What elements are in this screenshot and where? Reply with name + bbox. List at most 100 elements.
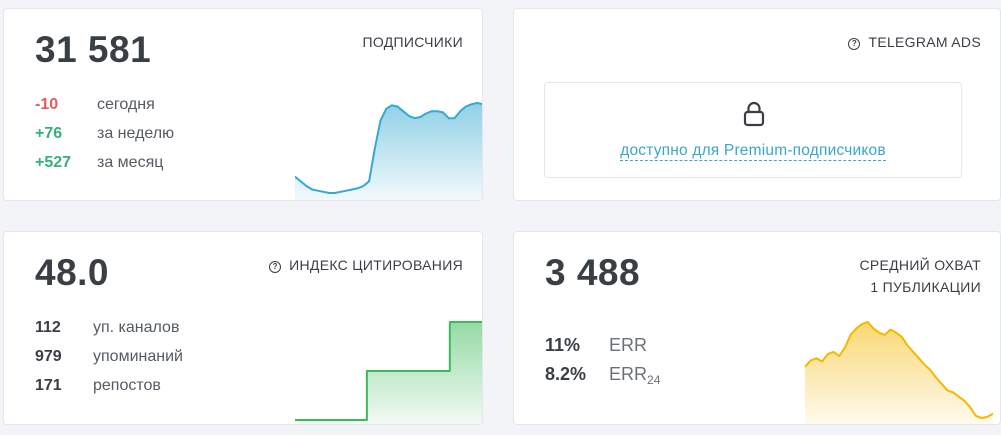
stat-value: 11%	[545, 335, 581, 355]
telegram-ads-card: ? TELEGRAM ADS доступно для Premium-подпи…	[513, 8, 1001, 201]
chart-area	[295, 103, 482, 200]
stat-row-err: 11% ERR	[545, 335, 660, 364]
chart-point	[986, 416, 989, 418]
chart-point	[362, 185, 365, 187]
stat-value: 979	[35, 348, 62, 365]
chart-point	[465, 105, 467, 108]
stat-label: уп. каналов	[93, 319, 180, 336]
stat-row-reposts: 171 репостов	[35, 376, 183, 405]
reach-sparkline	[805, 321, 993, 424]
chart-point	[946, 389, 949, 392]
stat-value: -10	[35, 96, 59, 113]
chart-point	[826, 353, 829, 355]
help-icon[interactable]: ?	[848, 38, 861, 50]
stat-row-month: +527 за месяц	[35, 153, 174, 182]
chart-point	[459, 110, 462, 112]
chart-point	[838, 355, 840, 357]
citation-index-value: 48.0	[35, 252, 110, 293]
chart-point	[295, 175, 296, 178]
chart-point	[940, 383, 943, 385]
average-reach-value: 3 488	[545, 252, 641, 293]
chart-point	[311, 188, 313, 191]
chart-line	[295, 321, 482, 421]
chart-point	[391, 104, 393, 107]
chart-point	[958, 395, 960, 398]
chart-point	[356, 187, 359, 190]
chart-point	[992, 412, 993, 415]
subscribers-title: ПОДПИСЧИКИ	[362, 34, 463, 50]
subscribers-sparkline	[295, 102, 483, 200]
chart-point	[918, 357, 920, 360]
chart-point	[396, 105, 399, 108]
subscribers-stats: -10 сегодня +76 за неделю +527 за месяц	[35, 95, 174, 182]
chart-point	[809, 359, 812, 362]
chart-point	[413, 117, 416, 119]
citation-index-title: ? ИНДЕКС ЦИТИРОВАНИЯ	[269, 254, 463, 276]
chart-point	[895, 331, 897, 334]
chart-point	[912, 351, 915, 353]
chart-point	[385, 108, 387, 110]
citation-index-card[interactable]: 48.0 ? ИНДЕКС ЦИТИРОВАНИЯ 112 уп. каналов …	[3, 231, 483, 425]
average-reach-title-line1: СРЕДНИЙ ОХВАТ	[859, 257, 981, 273]
stat-value: +527	[35, 154, 72, 171]
stat-row-week: +76 за неделю	[35, 124, 174, 153]
stat-label: ERR	[609, 335, 648, 355]
stat-label: за месяц	[97, 154, 164, 171]
chart-point	[963, 400, 966, 402]
chart-point	[980, 417, 983, 419]
stat-label: ERR24	[609, 364, 660, 387]
stat-label: сегодня	[97, 96, 155, 113]
chart-point	[929, 369, 932, 371]
chart-line	[295, 102, 482, 194]
chart-point	[878, 331, 880, 334]
chart-point	[861, 323, 863, 325]
chart-point	[855, 327, 858, 330]
chart-point	[952, 391, 954, 394]
average-reach-card[interactable]: 3 488 СРЕДНИЙ ОХВАТ 1 ПУБЛИКАЦИИ 11% ERR …	[513, 231, 1001, 425]
chart-point	[975, 415, 977, 417]
chart-line	[805, 321, 993, 419]
chart-point	[316, 189, 319, 192]
chart-point	[935, 376, 937, 379]
subscribers-card[interactable]: 31 581 ПОДПИСЧИКИ -10 сегодня +76 за недел…	[3, 8, 483, 201]
chart-point	[482, 103, 483, 105]
chart-point	[334, 192, 336, 194]
chart-point	[379, 119, 382, 122]
chart-point	[402, 110, 405, 112]
reach-stats: 11% ERR 8.2% ERR24	[545, 335, 660, 393]
average-reach-title-line2: 1 ПУБЛИКАЦИИ	[870, 279, 981, 295]
chart-point	[430, 110, 433, 112]
premium-link[interactable]: доступно для Premium-подписчиков	[545, 142, 961, 161]
average-reach-title: СРЕДНИЙ ОХВАТ 1 ПУБЛИКАЦИИ	[859, 254, 981, 298]
citation-index-title-text: ИНДЕКС ЦИТИРОВАНИЯ	[289, 257, 463, 273]
stat-label: за неделю	[97, 125, 175, 142]
stat-value: +76	[35, 125, 63, 142]
chart-point	[849, 334, 852, 336]
chart-point	[368, 180, 370, 183]
chart-point	[453, 117, 456, 119]
stat-value: 8.2%	[545, 364, 587, 384]
citation-sparkline	[295, 321, 482, 424]
help-icon[interactable]: ?	[269, 261, 282, 273]
stat-row-today: -10 сегодня	[35, 95, 174, 124]
stat-label: репостов	[93, 377, 161, 394]
stat-value: 171	[35, 377, 62, 394]
chart-point	[815, 357, 818, 360]
chart-point	[419, 116, 422, 118]
chart-point	[322, 191, 325, 193]
chart-point	[923, 363, 926, 366]
chart-point	[345, 189, 348, 192]
chart-point	[889, 328, 892, 331]
chart-point	[373, 147, 376, 150]
stat-label-text: ERR	[609, 364, 648, 384]
chart-point	[339, 191, 342, 193]
premium-lock-box: доступно для Premium-подписчиков	[544, 82, 962, 178]
chart-point	[408, 115, 410, 117]
citation-stats: 112 уп. каналов 979 упоминаний 171 репостов	[35, 318, 183, 405]
subscribers-count: 31 581	[35, 29, 152, 70]
chart-point	[328, 192, 330, 194]
chart-point	[805, 366, 806, 368]
telegram-ads-title: ? TELEGRAM ADS	[848, 31, 981, 53]
telegram-ads-title-text: TELEGRAM ADS	[868, 34, 981, 50]
premium-link-text[interactable]: доступно для Premium-подписчиков	[620, 142, 886, 161]
